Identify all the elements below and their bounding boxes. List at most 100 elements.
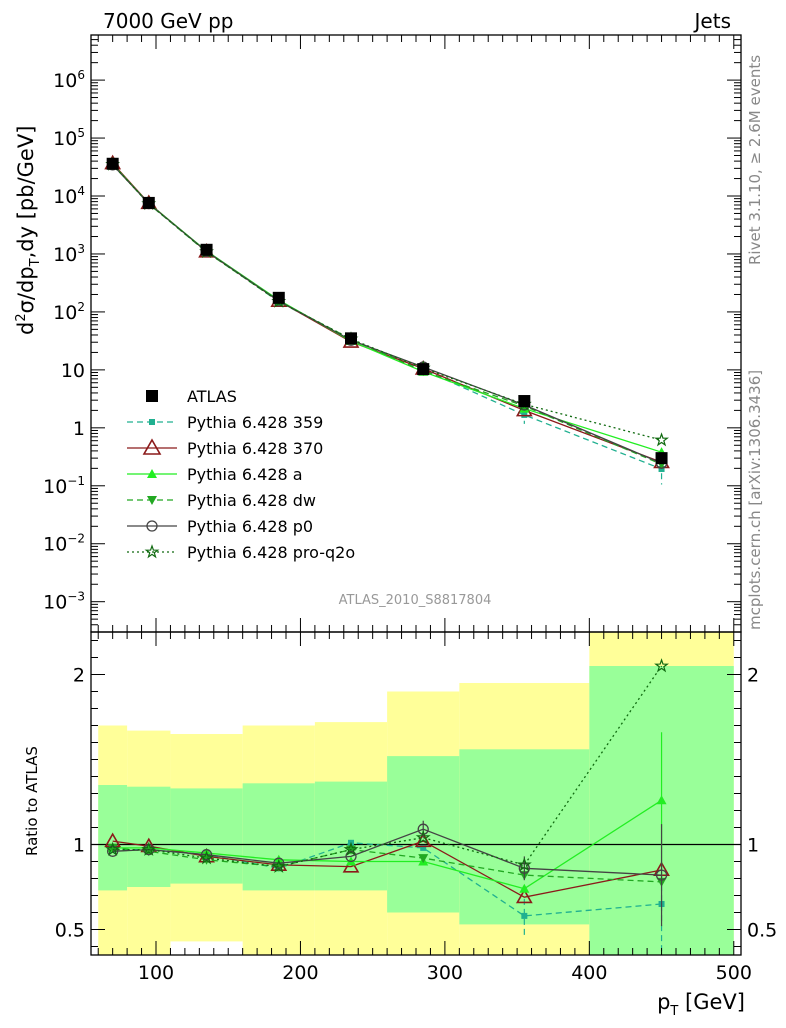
- legend-label: Pythia 6.428 p0: [187, 517, 313, 536]
- ratio-band-inner: [127, 786, 171, 887]
- main-point: [142, 196, 155, 209]
- ratio-point: [655, 869, 668, 881]
- legend-item: Pythia 6.428 dw: [127, 491, 316, 510]
- ratio-point: [415, 829, 431, 845]
- main-point: [417, 363, 430, 376]
- main-line: [112, 163, 662, 453]
- axes: 10−3 10−2 10−1 1 10 102 103 104 105 106 100 200 300 4…: [43, 34, 777, 984]
- legend-label: Pythia 6.428 359: [187, 413, 323, 432]
- header-right: Jets: [693, 9, 731, 33]
- ratio-point: [519, 883, 530, 893]
- ratio-point: [420, 844, 427, 851]
- x-axis-label: pT [GeV]: [657, 990, 745, 1019]
- main-y-tick-label: 104: [53, 184, 85, 208]
- legend-label: Pythia 6.428 a: [187, 465, 303, 484]
- main-y-tick-label: 10−1: [43, 474, 85, 498]
- legend-item: Pythia 6.428 370: [127, 438, 323, 458]
- ratio-y-tick-label: 2: [73, 665, 85, 687]
- ratio-line: [112, 847, 662, 883]
- main-y-tick-label: 103: [53, 242, 85, 266]
- main-y-tick-label: 102: [53, 300, 85, 324]
- legend-item: Pythia 6.428 pro-q2o: [127, 543, 355, 562]
- main-line: [112, 164, 662, 441]
- x-tick-label: 400: [571, 962, 607, 984]
- ratio-point: [200, 849, 213, 861]
- main-series-atlas: [106, 157, 668, 465]
- ratio-point: [418, 854, 429, 864]
- legend-label: Pythia 6.428 dw: [187, 491, 316, 510]
- x-tick-label: 500: [716, 962, 752, 984]
- legend-item: Pythia 6.428 p0: [127, 517, 313, 536]
- legend-item: ATLAS: [146, 387, 237, 406]
- main-series-pythia-6-428-359: [109, 161, 665, 485]
- header-left: 7000 GeV pp: [103, 9, 234, 33]
- ratio-y-tick-label: 0.5: [55, 920, 85, 942]
- main-point: [655, 452, 668, 465]
- main-point: [654, 432, 669, 447]
- ratio-point: [518, 862, 530, 874]
- ratio-line: [112, 799, 662, 890]
- ratio-band-inner: [98, 785, 128, 891]
- legend-marker: [146, 520, 158, 532]
- legend: ATLAS Pythia 6.428 359 Pythia 6.428 370 Pyt…: [127, 387, 355, 562]
- ratio-series-pythia-6-428-pro-q2o: [105, 658, 669, 873]
- ratio-point: [342, 857, 360, 873]
- legend-marker: [142, 438, 162, 455]
- ratio-point: [516, 857, 532, 872]
- ratio-point: [105, 841, 121, 856]
- ratio-y-axis-label: Ratio to ATLAS: [23, 746, 41, 856]
- mcplots-label: mcplots.cern.ch [arXiv:1306.3436]: [746, 370, 764, 630]
- ratio-y-tick-label-right: 0.5: [747, 920, 777, 942]
- legend-item: Pythia 6.428 359: [127, 413, 323, 432]
- main-point: [200, 243, 213, 256]
- ratio-point: [141, 841, 157, 856]
- ratio-point: [343, 841, 359, 856]
- ratio-point: [521, 912, 528, 919]
- legend-label: Pythia 6.428 pro-q2o: [187, 543, 355, 562]
- main-point: [518, 395, 531, 408]
- ratio-point: [414, 832, 432, 848]
- ratio-line: [112, 840, 662, 898]
- x-tick-label: 200: [282, 962, 318, 984]
- ratio-point: [199, 850, 214, 865]
- ratio-y-tick-label-right: 1: [747, 835, 759, 857]
- legend-marker: [144, 544, 160, 559]
- legend-marker: [149, 419, 155, 425]
- ratio-band-inner: [242, 783, 315, 891]
- ratio-band-inner: [459, 749, 590, 925]
- legend-marker: [146, 390, 158, 402]
- ratio-panel-series: [104, 658, 670, 952]
- main-panel-series: [104, 154, 670, 485]
- legend-label: ATLAS: [187, 387, 237, 406]
- main-y-tick-label: 1: [73, 418, 85, 440]
- legend-marker: [147, 469, 157, 478]
- ratio-point: [417, 823, 429, 835]
- ratio-point: [656, 795, 667, 805]
- main-y-axis-label: d2σ/dpT,dy [pb/GeV]: [14, 126, 43, 335]
- ratio-point: [515, 888, 533, 904]
- legend-item: Pythia 6.428 a: [127, 465, 303, 484]
- rivet-label: Rivet 3.1.10, ≥ 2.6M events: [746, 55, 764, 265]
- main-series-pythia-6-428-a: [107, 159, 667, 457]
- ratio-point: [107, 843, 118, 853]
- x-tick-label: 300: [427, 962, 463, 984]
- analysis-id: ATLAS_2010_S8817804: [339, 593, 492, 608]
- ratio-y-tick-label: 1: [73, 835, 85, 857]
- main-point: [345, 332, 357, 345]
- ratio-line: [112, 665, 663, 868]
- main-point: [272, 291, 285, 304]
- ratio-y-tick-label-right: 2: [747, 665, 759, 687]
- ratio-band-inner: [314, 781, 388, 891]
- ratio-point: [654, 658, 669, 673]
- main-y-tick-label: 106: [53, 68, 85, 92]
- main-y-tick-label: 10−2: [43, 532, 85, 556]
- ratio-point: [273, 857, 285, 869]
- main-line: [112, 163, 662, 465]
- main-y-tick-label: 10−3: [43, 590, 85, 614]
- legend-marker: [147, 496, 157, 505]
- legend-label: Pythia 6.428 370: [187, 439, 323, 458]
- ratio-band-inner: [170, 788, 243, 884]
- x-tick-label: 100: [138, 962, 174, 984]
